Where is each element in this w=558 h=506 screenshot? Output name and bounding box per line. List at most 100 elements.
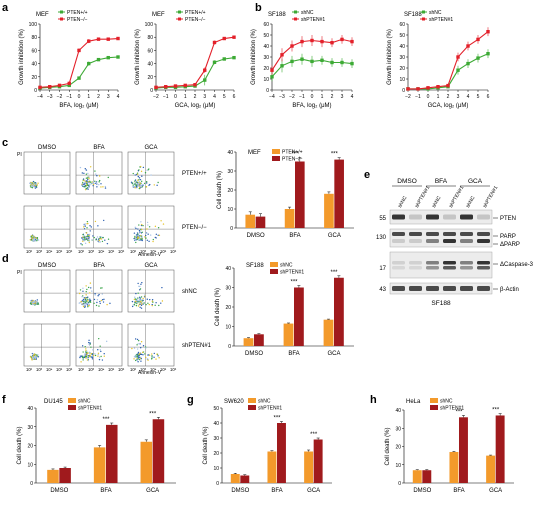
flow-event (83, 238, 86, 240)
flow-event (138, 353, 140, 356)
chart-title: MEF (152, 12, 165, 18)
flow-x-tick: 10² (78, 249, 85, 254)
flow-x-tick: 10⁶ (118, 249, 125, 254)
data-point (77, 76, 81, 80)
blot-lane-label: shNC (431, 195, 443, 209)
flow-event (33, 240, 35, 242)
flow-event (134, 296, 136, 298)
flow-event (80, 243, 82, 245)
flow-event (130, 181, 133, 183)
data-point (193, 83, 197, 87)
flow-event (147, 302, 149, 304)
flow-plot (127, 151, 175, 195)
bar-chart-h: 0 10 20 30 40 Cell death (%) DMSO BFA *** GCA *** H… (385, 398, 514, 494)
flow-event (156, 184, 158, 187)
flow-event (85, 238, 87, 241)
flow-event (91, 356, 93, 359)
x-tick-label: 1 (321, 94, 324, 100)
flow-x-tick: 10⁴ (98, 367, 105, 372)
blot-band (426, 286, 439, 291)
y-axis-label: Growth inhibition (%) (251, 29, 257, 85)
flow-event (102, 301, 105, 303)
blot-band (443, 239, 456, 243)
x-tick-label: GCA (327, 351, 340, 357)
x-tick-label: 2 (447, 94, 450, 100)
flow-event (98, 293, 100, 296)
data-point (212, 40, 217, 45)
flow-event (142, 351, 144, 354)
blot-band (460, 266, 473, 270)
data-point (38, 85, 42, 90)
flow-event (84, 223, 87, 225)
data-point (330, 60, 334, 65)
data-point (154, 85, 158, 90)
blot-band (426, 266, 439, 270)
flow-event (84, 185, 86, 187)
flow-event (148, 226, 151, 228)
flow-event (104, 239, 106, 241)
flow-event (31, 184, 33, 186)
blot-group-label: DMSO (397, 178, 417, 185)
flow-event (99, 238, 101, 240)
flow-event (97, 348, 99, 351)
y-tick-label: 20 (395, 445, 401, 451)
flow-event (134, 239, 137, 241)
x-tick-label: 5 (223, 94, 226, 100)
legend-marker (60, 17, 63, 21)
flow-event (87, 186, 90, 188)
flow-event (93, 302, 95, 304)
legend-marker (422, 17, 425, 21)
blot-size-marker: 55 (379, 216, 386, 222)
flow-event (88, 240, 90, 242)
bar (486, 455, 496, 483)
flow-event (138, 238, 141, 241)
flow-event (134, 338, 137, 340)
flow-event (137, 343, 139, 345)
flow-event (134, 174, 136, 176)
flow-event (147, 233, 149, 235)
flow-event (93, 298, 96, 301)
chart-title: SF188 (246, 263, 264, 269)
legend-label: shPTEN#1 (280, 270, 304, 276)
flow-event (162, 223, 165, 225)
flow-event (87, 233, 89, 236)
bar (255, 216, 266, 228)
flow-event (35, 238, 38, 241)
flow-event (30, 357, 33, 359)
y-tick-label: 40 (399, 44, 405, 50)
x-tick-label: −3 (279, 94, 285, 100)
flow-event (82, 351, 84, 353)
data-point (87, 39, 91, 43)
y-tick-label: 0 (402, 88, 405, 94)
bar (284, 209, 295, 228)
flow-event (34, 187, 37, 189)
blot-band (392, 266, 405, 270)
bar (152, 419, 165, 483)
y-axis-label: Cell death (%) (203, 426, 209, 464)
flow-event (141, 223, 143, 226)
flow-event (133, 358, 135, 360)
flow-event (137, 184, 139, 187)
flow-event (32, 238, 34, 241)
flow-event (88, 301, 90, 304)
data-point (212, 60, 217, 64)
flow-event (142, 183, 144, 186)
x-tick-label: DMSO (413, 488, 431, 494)
flow-event (151, 300, 154, 302)
legend-label: shPTEN#1 (258, 406, 282, 412)
flow-event (85, 169, 88, 171)
significance-marker: *** (492, 408, 500, 414)
flow-event (101, 299, 104, 301)
bar (334, 277, 344, 346)
significance-marker: *** (149, 411, 157, 417)
legend-label: shPTEN#1 (301, 17, 325, 23)
y-tick-label: 50 (213, 406, 219, 412)
flow-event (154, 236, 157, 239)
flow-event (134, 187, 136, 189)
data-point (340, 60, 344, 65)
flow-event (88, 343, 90, 346)
flow-event (135, 292, 137, 295)
flow-event (140, 296, 143, 298)
flow-event (146, 239, 149, 241)
flow-x-tick: 10⁵ (108, 249, 115, 254)
